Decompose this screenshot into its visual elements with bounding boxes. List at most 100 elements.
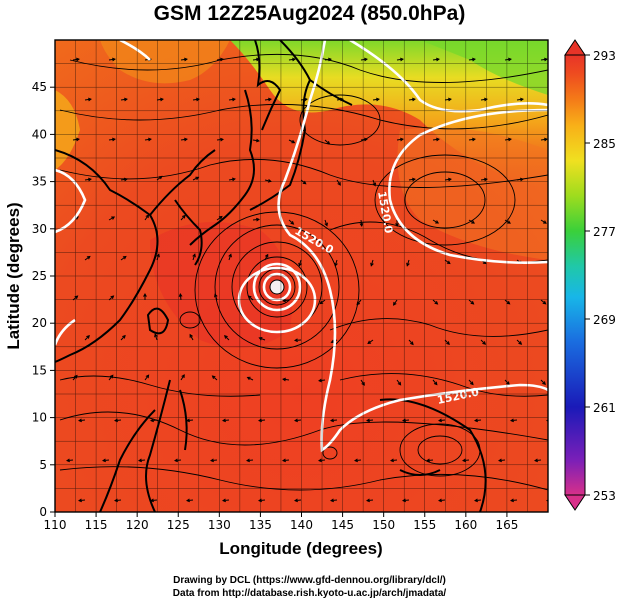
wind-arrow [300,97,308,102]
wind-arrow [353,458,362,463]
wind-arrow [360,379,365,386]
wind-arrow [504,57,512,62]
wind-arrow [444,339,450,346]
wind-arrow [406,259,410,267]
wind-arrow [504,137,512,142]
colorbar-tick-label: 293 [593,49,616,63]
x-tick-label: 155 [413,518,436,532]
wind-arrow [228,97,236,102]
wind-arrow [408,339,414,346]
wind-arrow [264,97,272,102]
wind-arrow [336,97,344,102]
x-tick-label: 140 [290,518,313,532]
wind-arrow [108,57,116,62]
wind-arrow [223,335,230,341]
wind-arrow [468,379,474,386]
wind-arrow [120,334,126,341]
y-tick-label: 30 [32,222,47,236]
wind-arrows [65,57,558,503]
wind-arrow [365,498,374,503]
wind-arrow [180,214,186,221]
lat-lon-grid [55,40,548,512]
wind-arrow [77,418,86,423]
wind-arrow [360,137,368,142]
wind-arrow [516,177,524,182]
wind-arrow [178,293,183,301]
wind-arrow [540,219,547,224]
wind-arrow [329,498,338,503]
x-tick-label: 150 [372,518,395,532]
wind-arrow [432,57,440,62]
credit-dcl: Drawing by DCL (https://www.gfd-dennou.o… [173,575,446,586]
wind-arrow [372,97,380,102]
wind-arrow [437,498,446,503]
y-tick-label: 0 [39,505,47,519]
wind-arrow [180,57,188,62]
y-tick-label: 25 [32,269,47,283]
wind-arrow [185,418,194,423]
wind-arrow [336,179,341,186]
wind-arrow [84,177,92,182]
wind-arrow [504,299,511,305]
wind-arrow [360,57,368,62]
wind-arrow [365,418,374,423]
wind-arrow [72,57,80,62]
y-tick-label: 35 [32,175,47,189]
x-axis: 110 115 120 125 130 135 140 145 150 155 160 165 [44,512,518,532]
wind-arrow [540,299,547,305]
wind-arrow [356,299,362,306]
y-tick-label: 5 [39,458,47,472]
wind-arrow [468,219,476,224]
x-tick-label: 145 [331,518,354,532]
x-tick-label: 110 [44,518,67,532]
wind-arrow [533,458,542,463]
wind-arrow [65,458,74,463]
wind-arrow [84,334,90,341]
colorbar-tick-label: 261 [593,401,616,415]
wind-arrow [444,97,452,102]
wind-arrow [108,295,115,301]
wind-arrow [480,339,487,345]
wind-arrow [257,418,266,423]
wind-arrow [504,219,511,224]
wind-arrow [553,340,557,344]
wind-arrow [180,137,188,142]
wind-arrow [137,458,146,463]
wind-arrow [185,498,194,503]
y-axis: 0 5 10 15 20 25 30 35 40 45 [32,80,55,519]
wind-arrow [221,418,230,423]
wind-arrow [540,379,546,386]
wind-arrow [120,255,127,261]
wind-arrow [72,374,78,381]
wind-arrow [408,177,416,182]
wind-arrow [72,137,80,142]
wind-arrow [396,57,404,62]
wind-arrow [264,253,269,261]
wind-arrow [545,419,548,422]
wind-arrow [553,260,558,264]
wind-arrow [228,253,232,261]
wind-arrow [192,253,196,261]
x-tick-label: 165 [495,518,518,532]
wind-arrow [211,375,218,381]
wind-arrow [509,498,518,503]
x-tick-label: 120 [126,518,149,532]
wind-arrow [432,299,439,305]
wind-arrow [77,498,86,503]
wind-arrow [154,333,158,341]
wind-arrow [298,259,302,267]
x-tick-label: 160 [454,518,477,532]
wind-arrow [334,259,338,267]
colorbar-tick-label: 285 [593,137,616,151]
wind-arrow [480,177,488,182]
wind-arrow [189,333,194,341]
wind-arrow [324,139,331,145]
wind-arrow [144,374,150,381]
wind-arrow [84,255,91,261]
wind-arrow [432,219,440,224]
wind-arrow [252,138,260,143]
wind-arrow [288,57,296,62]
y-tick-label: 15 [32,363,47,377]
wind-arrow [209,458,218,463]
